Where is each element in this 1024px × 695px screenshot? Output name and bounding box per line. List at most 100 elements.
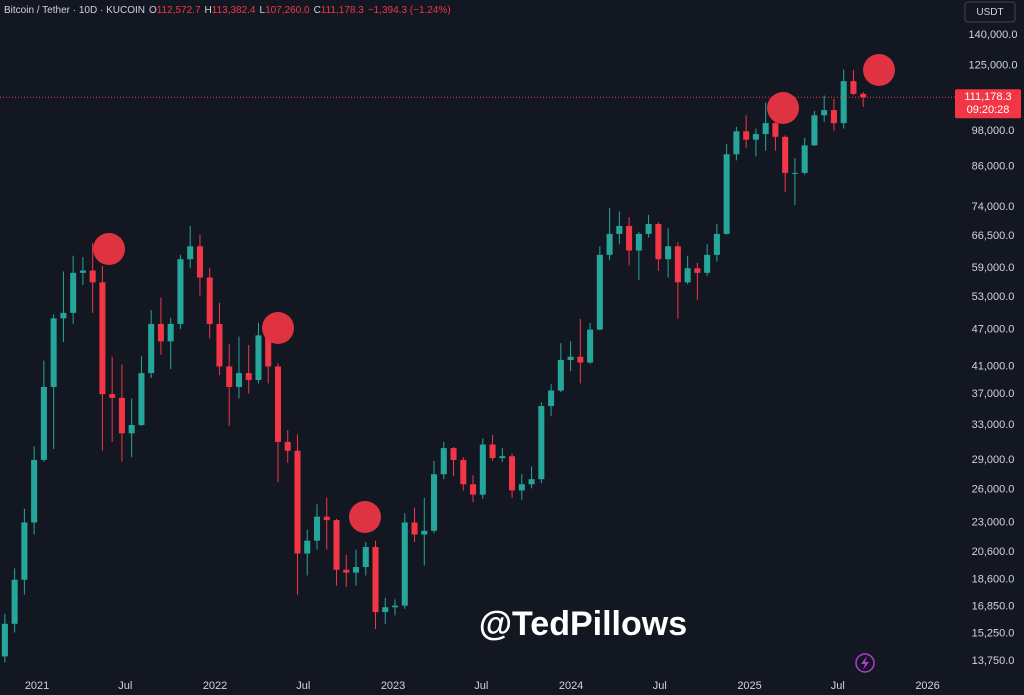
candle-body — [11, 579, 18, 624]
icon-bolt[interactable] — [861, 656, 869, 670]
candle-body — [782, 136, 789, 173]
candle-body — [616, 225, 623, 234]
y-tick-label: 125,000.0 — [969, 60, 1018, 72]
x-tick-label: Jul — [653, 680, 667, 692]
candle-body — [743, 131, 750, 140]
candle-body — [148, 323, 155, 374]
candle-body — [99, 282, 106, 395]
watermark: @TedPillows — [479, 605, 687, 643]
candle-body — [245, 373, 252, 380]
x-tick-label: 2023 — [381, 680, 405, 692]
annotation-circle — [767, 92, 799, 124]
candle-body — [548, 390, 555, 407]
candle-body — [333, 520, 340, 570]
candle-body — [489, 444, 496, 459]
candle-body — [362, 547, 369, 568]
y-tick-label: 74,000.0 — [972, 201, 1015, 213]
candle-body — [723, 154, 730, 234]
y-tick-label: 29,000.0 — [972, 454, 1015, 466]
candle-body — [70, 272, 77, 313]
candle-body — [645, 224, 652, 234]
y-tick-label: 26,000.0 — [972, 483, 1015, 495]
annotation-circle — [262, 312, 294, 344]
candle-body — [538, 406, 545, 480]
candle-body — [665, 246, 672, 260]
candle-body — [118, 397, 125, 434]
candle-body — [89, 270, 96, 283]
currency-label[interactable]: USDT — [976, 7, 1003, 18]
candle-body — [255, 335, 262, 380]
candle-body — [40, 386, 47, 460]
candle-body — [684, 268, 691, 283]
candle-body — [704, 254, 711, 273]
ohlc-key: H — [205, 5, 212, 16]
candle-body — [606, 233, 613, 255]
y-tick-label: 15,250.0 — [972, 627, 1015, 639]
x-tick-label: Jul — [474, 680, 488, 692]
candle-body — [157, 323, 164, 342]
candle-body — [567, 356, 574, 360]
candle-body — [528, 479, 535, 485]
plot — [0, 69, 955, 663]
symbol: Bitcoin / Tether · 10D · KUCOIN — [4, 5, 145, 16]
candle-body — [187, 246, 194, 260]
ohlc-key: C — [314, 5, 321, 16]
candle-body — [674, 246, 681, 283]
candle-body — [450, 448, 457, 460]
candle-body — [313, 516, 321, 541]
x-tick-label: 2022 — [203, 680, 227, 692]
y-tick-label: 59,000.0 — [972, 262, 1015, 274]
candle-body — [304, 540, 311, 554]
y-tick-label: 33,000.0 — [972, 419, 1015, 431]
candle-body — [60, 312, 67, 319]
y-tick-label: 98,000.0 — [972, 125, 1015, 137]
candle-body — [470, 484, 477, 495]
x-tick-label: 2021 — [25, 680, 49, 692]
candle-body — [587, 329, 594, 363]
candle-body — [226, 366, 233, 387]
x-tick-label: 2025 — [737, 680, 761, 692]
candle-body — [1, 623, 8, 657]
candle-body — [801, 145, 808, 173]
y-tick-label: 16,850.0 — [972, 600, 1015, 612]
candle-body — [440, 448, 447, 475]
ohlc-value: 107,260.0 — [265, 5, 310, 16]
change: −1,394.3 (−1.24%) — [368, 5, 451, 16]
candle-body — [850, 81, 857, 94]
candle-body — [713, 233, 720, 255]
y-tick-label: 140,000.0 — [969, 29, 1018, 41]
candle-body — [235, 373, 242, 387]
candle-body — [196, 246, 203, 278]
candle-body — [401, 522, 408, 606]
candle-body — [509, 456, 516, 491]
currency-button[interactable] — [964, 1, 1016, 23]
candle-body — [372, 547, 379, 613]
candle-body — [733, 131, 740, 155]
candle-body — [694, 268, 701, 273]
candle-body — [499, 456, 506, 459]
candle-body — [79, 270, 86, 273]
header: Bitcoin / Tether · 10D · KUCOIN O112,572.… — [4, 5, 451, 16]
y-tick-label: 53,000.0 — [972, 291, 1015, 303]
candle-body — [343, 569, 350, 573]
candle-body — [50, 318, 57, 387]
candle-body — [421, 530, 428, 535]
x-tick-label: 2026 — [915, 680, 939, 692]
lightning-icon[interactable] — [855, 653, 875, 673]
candle-body — [206, 277, 213, 324]
countdown: 09:20:28 — [967, 104, 1010, 116]
candle-body — [284, 441, 291, 451]
candle-body — [626, 225, 633, 251]
candle-body — [167, 323, 174, 342]
candle-body — [382, 607, 389, 613]
candle-body — [460, 459, 467, 485]
y-tick-label: 18,600.0 — [972, 574, 1015, 586]
candle-body — [216, 323, 223, 367]
icon-ring[interactable] — [855, 653, 875, 673]
ohlc-key: O — [149, 5, 157, 16]
last-price-label: 111,178.3 — [964, 91, 1011, 103]
candle-body — [821, 110, 828, 116]
ohlc-key: L — [260, 5, 266, 16]
candle-body — [21, 522, 28, 580]
candle-body — [138, 373, 145, 426]
